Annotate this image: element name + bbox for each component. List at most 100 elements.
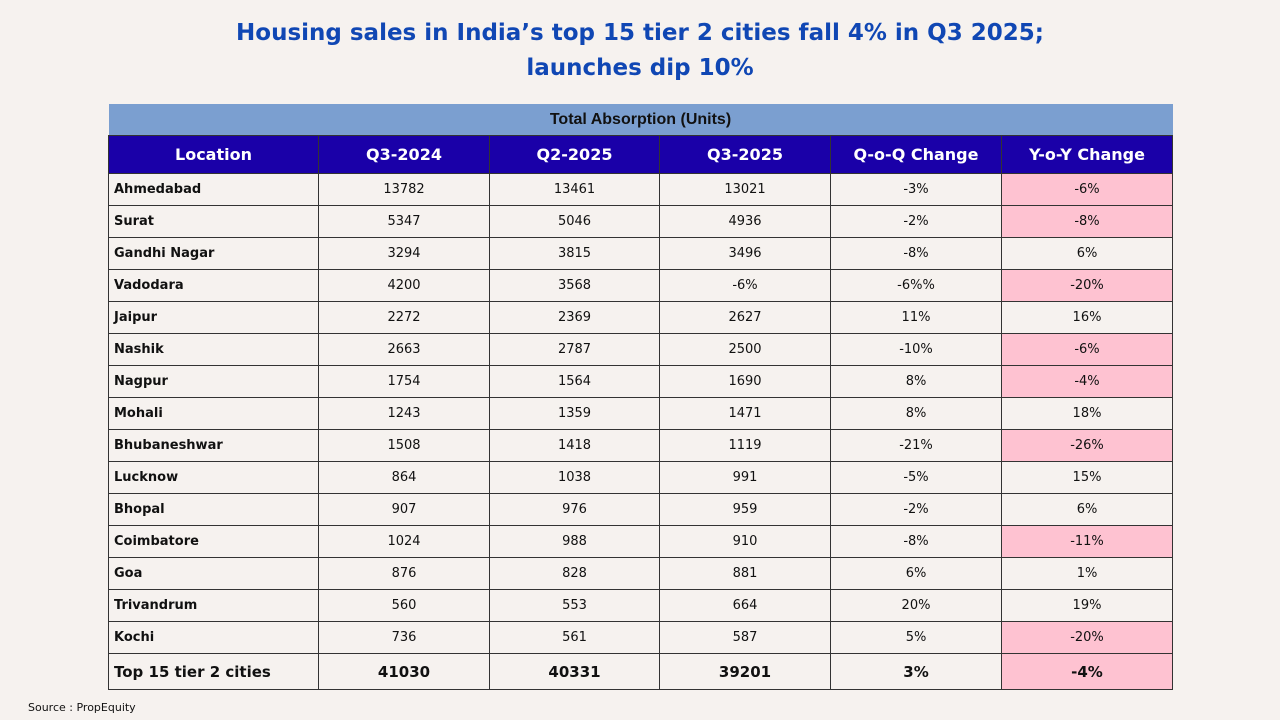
value-cell: 560: [318, 589, 490, 622]
value-cell: 2627: [659, 301, 831, 334]
location-cell: Vadodara: [108, 269, 319, 302]
value-cell: -20%: [1001, 621, 1173, 654]
value-cell: 561: [489, 621, 660, 654]
value-cell: 664: [659, 589, 831, 622]
value-cell: 13782: [318, 173, 490, 206]
table-row: Ahmedabad 13782 13461 13021 -3% -6%: [108, 173, 1173, 206]
value-cell: 876: [318, 557, 490, 590]
value-cell: 39201: [659, 653, 831, 690]
value-cell: 2369: [489, 301, 660, 334]
location-cell: Gandhi Nagar: [108, 237, 319, 270]
value-cell: 587: [659, 621, 831, 654]
value-cell: 8%: [830, 365, 1002, 398]
value-cell: 18%: [1001, 397, 1173, 430]
value-cell: 20%: [830, 589, 1002, 622]
value-cell: 11%: [830, 301, 1002, 334]
absorption-table: Total Absorption (Units) Location Q3-2024…: [108, 104, 1173, 690]
table-row: Lucknow 864 1038 991 -5% 15%: [108, 461, 1173, 494]
column-header: Y-o-Y Change: [1001, 135, 1173, 174]
value-cell: -6%: [659, 269, 831, 302]
value-cell: -11%: [1001, 525, 1173, 558]
title-line-2: launches dip 10%: [526, 55, 754, 81]
value-cell: 1119: [659, 429, 831, 462]
value-cell: 2500: [659, 333, 831, 366]
table-row: Nagpur 1754 1564 1690 8% -4%: [108, 365, 1173, 398]
table-row: Coimbatore 1024 988 910 -8% -11%: [108, 525, 1173, 558]
title-line-1: Housing sales in India’s top 15 tier 2 c…: [236, 20, 1044, 46]
value-cell: 4200: [318, 269, 490, 302]
value-cell: 5046: [489, 205, 660, 238]
value-cell: -8%: [1001, 205, 1173, 238]
value-cell: 1418: [489, 429, 660, 462]
location-cell: Bhopal: [108, 493, 319, 526]
value-cell: 2272: [318, 301, 490, 334]
value-cell: 907: [318, 493, 490, 526]
value-cell: -2%: [830, 493, 1002, 526]
value-cell: 5347: [318, 205, 490, 238]
value-cell: 1%: [1001, 557, 1173, 590]
table-row: Bhubaneshwar 1508 1418 1119 -21% -26%: [108, 429, 1173, 462]
value-cell: 2787: [489, 333, 660, 366]
location-cell: Coimbatore: [108, 525, 319, 558]
value-cell: 15%: [1001, 461, 1173, 494]
column-header: Q-o-Q Change: [830, 135, 1002, 174]
value-cell: 40331: [489, 653, 660, 690]
location-cell: Goa: [108, 557, 319, 590]
value-cell: 1471: [659, 397, 831, 430]
location-cell: Surat: [108, 205, 319, 238]
value-cell: 959: [659, 493, 831, 526]
value-cell: 828: [489, 557, 660, 590]
value-cell: 2663: [318, 333, 490, 366]
location-cell: Trivandrum: [108, 589, 319, 622]
value-cell: 1024: [318, 525, 490, 558]
location-cell: Nagpur: [108, 365, 319, 398]
table-band-title: Total Absorption (Units): [108, 104, 1173, 136]
value-cell: 6%: [830, 557, 1002, 590]
column-header: Q3-2025: [659, 135, 831, 174]
location-cell: Lucknow: [108, 461, 319, 494]
location-cell: Nashik: [108, 333, 319, 366]
page-title: Housing sales in India’s top 15 tier 2 c…: [0, 16, 1280, 86]
value-cell: -6%: [1001, 173, 1173, 206]
value-cell: 6%: [1001, 493, 1173, 526]
value-cell: 13461: [489, 173, 660, 206]
column-header: Q3-2024: [318, 135, 490, 174]
table-row: Jaipur 2272 2369 2627 11% 16%: [108, 301, 1173, 334]
value-cell: -5%: [830, 461, 1002, 494]
value-cell: 13021: [659, 173, 831, 206]
value-cell: 3496: [659, 237, 831, 270]
location-cell: Bhubaneshwar: [108, 429, 319, 462]
value-cell: 1243: [318, 397, 490, 430]
source-note: Source : PropEquity: [28, 701, 136, 714]
value-cell: 5%: [830, 621, 1002, 654]
value-cell: -6%%: [830, 269, 1002, 302]
table-row: Surat 5347 5046 4936 -2% -8%: [108, 205, 1173, 238]
value-cell: 988: [489, 525, 660, 558]
value-cell: 1564: [489, 365, 660, 398]
value-cell: 864: [318, 461, 490, 494]
value-cell: 19%: [1001, 589, 1173, 622]
value-cell: -8%: [830, 525, 1002, 558]
value-cell: 1690: [659, 365, 831, 398]
value-cell: 976: [489, 493, 660, 526]
value-cell: 1359: [489, 397, 660, 430]
value-cell: 1754: [318, 365, 490, 398]
value-cell: 3815: [489, 237, 660, 270]
value-cell: 3568: [489, 269, 660, 302]
table-row: Mohali 1243 1359 1471 8% 18%: [108, 397, 1173, 430]
value-cell: 3%: [830, 653, 1002, 690]
table-row: Bhopal 907 976 959 -2% 6%: [108, 493, 1173, 526]
value-cell: 8%: [830, 397, 1002, 430]
table-row: Goa 876 828 881 6% 1%: [108, 557, 1173, 590]
table-row: Trivandrum 560 553 664 20% 19%: [108, 589, 1173, 622]
value-cell: 553: [489, 589, 660, 622]
table-row: Gandhi Nagar 3294 3815 3496 -8% 6%: [108, 237, 1173, 270]
value-cell: 881: [659, 557, 831, 590]
value-cell: -4%: [1001, 365, 1173, 398]
location-cell: Jaipur: [108, 301, 319, 334]
column-header: Q2-2025: [489, 135, 660, 174]
location-cell: Kochi: [108, 621, 319, 654]
value-cell: 4936: [659, 205, 831, 238]
location-cell: Mohali: [108, 397, 319, 430]
table-row: Vadodara 4200 3568 -6% -6%% -20%: [108, 269, 1173, 302]
